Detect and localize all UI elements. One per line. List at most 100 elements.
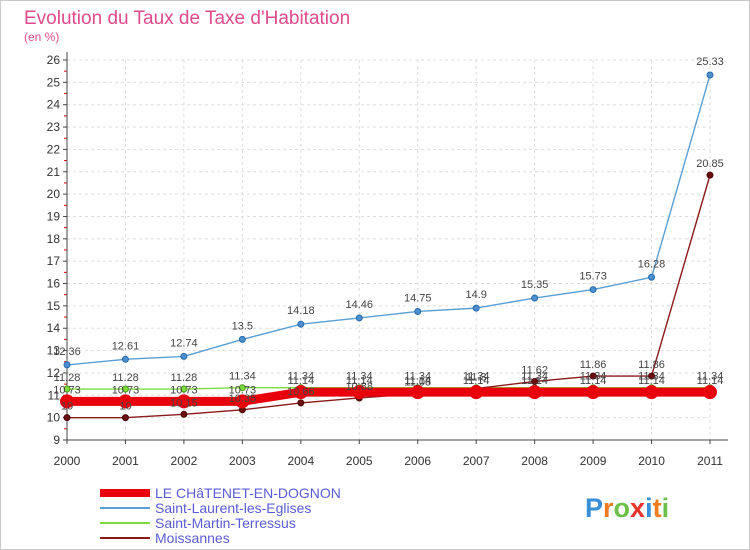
y-tick-label: 10 — [47, 411, 61, 425]
data-label-moissannes: 11.62 — [521, 364, 548, 376]
data-point-le-chatenet[interactable] — [118, 394, 133, 409]
chart-title: Evolution du Taux de Taxe d'Habitation — [24, 8, 350, 29]
data-label-saint-martin: 11.34 — [404, 371, 431, 383]
data-point-saint-laurent[interactable] — [531, 294, 539, 302]
data-point-moissannes[interactable] — [648, 372, 656, 380]
proxiti-logo: Proxiti — [585, 493, 669, 523]
data-label-le-chatenet: 11.14 — [697, 375, 724, 387]
y-tick-label: 11 — [48, 388, 61, 402]
data-label-saint-martin: 11.28 — [54, 372, 81, 384]
x-tick-label: 2004 — [287, 454, 314, 468]
data-label-le-chatenet: 10.73 — [112, 384, 140, 396]
series-layer — [60, 71, 717, 422]
data-label-moissannes: 10 — [119, 401, 131, 413]
y-tick-label: 18 — [47, 232, 61, 246]
logo-letter: r — [603, 493, 614, 523]
y-tick-label: 21 — [47, 165, 61, 179]
data-label-saint-martin: 11.34 — [346, 371, 373, 383]
data-point-saint-laurent[interactable] — [238, 335, 246, 343]
data-point-le-chatenet[interactable] — [176, 394, 191, 409]
data-point-le-chatenet[interactable] — [410, 385, 425, 400]
data-label-saint-laurent: 14.18 — [287, 305, 315, 317]
y-tick-label: 16 — [47, 277, 61, 291]
x-tick-label: 2009 — [580, 454, 607, 468]
legend-item-saint-laurent[interactable]: Saint-Laurent-les-Eglises — [100, 500, 311, 516]
data-point-le-chatenet[interactable] — [352, 385, 367, 400]
data-point-moissannes[interactable] — [180, 410, 188, 418]
data-point-le-chatenet[interactable] — [527, 385, 542, 400]
data-label-saint-martin: 11.28 — [112, 372, 139, 384]
data-label-saint-laurent: 16.28 — [638, 258, 666, 270]
data-point-saint-laurent[interactable] — [706, 71, 714, 79]
data-label-saint-laurent: 12.74 — [170, 337, 198, 349]
data-point-le-chatenet[interactable] — [644, 385, 659, 400]
data-point-le-chatenet[interactable] — [703, 385, 717, 400]
logo-letter: x — [630, 493, 645, 523]
data-point-moissannes[interactable] — [589, 372, 597, 380]
data-point-saint-martin[interactable] — [121, 385, 129, 393]
data-point-saint-laurent[interactable] — [297, 320, 305, 328]
y-tick-label: 24 — [47, 98, 61, 112]
data-point-le-chatenet[interactable] — [293, 385, 308, 400]
data-label-saint-laurent: 14.46 — [346, 299, 374, 311]
legend-label-saint-martin: Saint-Martin-Terressus — [155, 515, 296, 531]
data-point-saint-laurent[interactable] — [121, 355, 129, 363]
logo-letter: i — [662, 493, 670, 523]
legend-item-moissannes[interactable]: Moissannes — [100, 530, 230, 546]
x-tick-label: 2002 — [171, 454, 198, 468]
data-point-moissannes[interactable] — [63, 414, 71, 422]
data-label-saint-laurent: 15.73 — [579, 271, 607, 283]
data-label-le-chatenet: 10.73 — [170, 384, 198, 396]
data-point-saint-laurent[interactable] — [648, 273, 656, 281]
legend-item-saint-martin[interactable]: Saint-Martin-Terressus — [100, 515, 296, 531]
data-label-saint-martin: 11.34 — [287, 371, 314, 383]
y-tick-label: 13 — [47, 344, 61, 358]
data-point-le-chatenet[interactable] — [469, 385, 484, 400]
data-point-saint-martin[interactable] — [238, 384, 246, 392]
data-labels-layer: 12.36 12.61 12.74 13.5 14.18 14.46 14.75 14.9 15… — [53, 56, 724, 413]
data-point-saint-laurent[interactable] — [414, 307, 422, 315]
data-point-saint-laurent[interactable] — [63, 361, 71, 369]
data-point-moissannes[interactable] — [297, 399, 305, 407]
y-tick-label: 12 — [47, 366, 61, 380]
x-tick-label: 2010 — [638, 454, 665, 468]
data-label-saint-laurent: 15.35 — [521, 279, 549, 291]
data-point-le-chatenet[interactable] — [235, 394, 250, 409]
data-label-moissannes: 11.86 — [580, 359, 607, 371]
data-label-saint-laurent: 25.33 — [696, 56, 724, 68]
data-point-saint-laurent[interactable] — [472, 304, 480, 312]
y-tick-label: 19 — [47, 209, 61, 223]
data-point-moissannes[interactable] — [121, 414, 129, 422]
data-label-saint-martin: 11.34 — [697, 371, 724, 383]
data-point-saint-laurent[interactable] — [180, 352, 188, 360]
data-point-saint-laurent[interactable] — [355, 314, 363, 322]
data-point-saint-laurent[interactable] — [589, 286, 597, 294]
legend-label-moissannes: Moissannes — [155, 530, 230, 546]
logo-letter: o — [614, 493, 631, 523]
data-label-le-chatenet: 10.73 — [53, 384, 81, 396]
y-tick-label: 22 — [47, 142, 61, 156]
x-tick-label: 2006 — [404, 454, 431, 468]
logo-letter: i — [645, 493, 653, 523]
data-label-le-chatenet: 10.73 — [229, 384, 257, 396]
data-label-saint-laurent: 14.9 — [465, 289, 486, 301]
data-point-le-chatenet[interactable] — [60, 394, 74, 409]
y-tick-label: 17 — [47, 254, 61, 268]
data-label-moissannes: 20.85 — [696, 158, 724, 170]
data-point-saint-martin[interactable] — [63, 385, 71, 393]
y-tick-label: 20 — [47, 187, 61, 201]
legend-label-le-chatenet: LE CHâTENET-EN-DOGNON — [155, 485, 341, 501]
legend-item-le-chatenet[interactable]: LE CHâTENET-EN-DOGNON — [100, 485, 341, 501]
data-point-le-chatenet[interactable] — [586, 385, 601, 400]
data-point-moissannes[interactable] — [531, 377, 539, 385]
x-tick-label: 2000 — [54, 454, 81, 468]
data-point-saint-martin[interactable] — [180, 385, 188, 393]
data-label-saint-laurent: 13.5 — [232, 320, 253, 332]
data-point-moissannes[interactable] — [706, 171, 714, 179]
y-axis-unit: (en %) — [24, 30, 59, 44]
series-line-le-chatenet — [67, 387, 710, 406]
x-tick-label: 2007 — [463, 454, 490, 468]
data-label-moissannes: 11.08 — [404, 377, 431, 389]
data-label-moissannes: 10.88 — [346, 381, 374, 393]
